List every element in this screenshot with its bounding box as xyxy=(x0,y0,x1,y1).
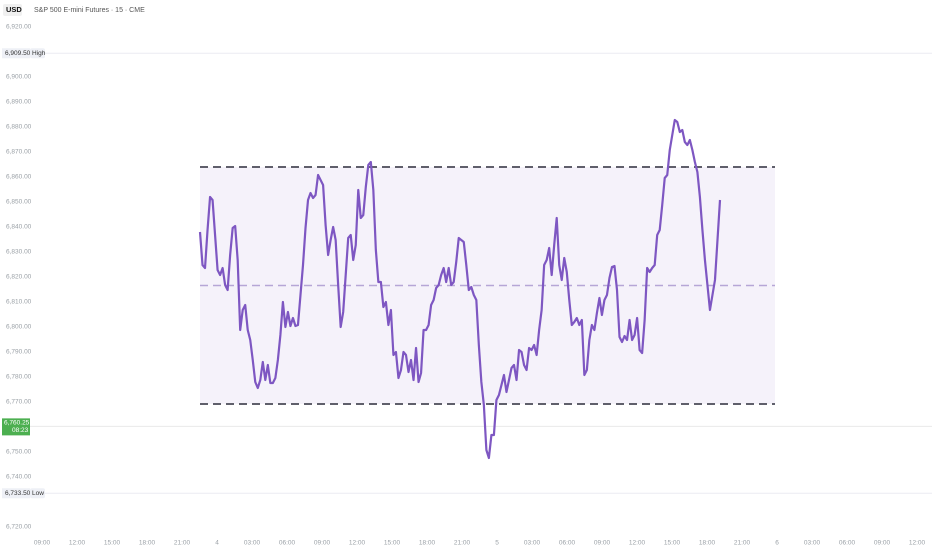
x-tick-label: 15:00 xyxy=(384,540,401,547)
high-tag: High xyxy=(32,50,46,57)
x-tick-label: 03:00 xyxy=(524,540,541,547)
y-tick-label: 6,840.00 xyxy=(6,224,32,231)
x-tick-label: 09:00 xyxy=(594,540,611,547)
x-tick-label: 5 xyxy=(495,540,499,547)
y-tick-label: 6,870.00 xyxy=(6,149,32,156)
y-tick-label: 6,790.00 xyxy=(6,349,32,356)
currency-badge[interactable] xyxy=(3,4,22,16)
y-tick-label: 6,770.00 xyxy=(6,399,32,406)
x-tick-label: 18:00 xyxy=(139,540,156,547)
y-tick-label: 6,920.00 xyxy=(6,24,32,31)
x-tick-label: 03:00 xyxy=(804,540,821,547)
high-price-box xyxy=(2,48,30,59)
x-tick-label: 09:00 xyxy=(34,540,51,547)
x-tick-label: 18:00 xyxy=(419,540,436,547)
x-tick-label: 06:00 xyxy=(839,540,856,547)
y-tick-label: 6,860.00 xyxy=(6,174,32,181)
x-tick-label: 12:00 xyxy=(629,540,646,547)
low-tag: Low xyxy=(32,490,44,497)
low-price-box xyxy=(2,488,30,499)
countdown: 08:23 xyxy=(12,427,29,434)
y-tick-label: 6,830.00 xyxy=(6,249,32,256)
y-tick-label: 6,720.00 xyxy=(6,524,32,531)
y-tick-label: 6,820.00 xyxy=(6,274,32,281)
x-tick-label: 15:00 xyxy=(664,540,681,547)
y-tick-label: 6,780.00 xyxy=(6,374,32,381)
low-tag-box xyxy=(30,488,45,499)
x-tick-label: 12:00 xyxy=(349,540,366,547)
y-tick-label: 6,890.00 xyxy=(6,99,32,106)
last-price: 6,760.25 xyxy=(4,420,30,427)
symbol-title: S&P 500 E-mini Futures · 15 · CME xyxy=(34,7,145,14)
low-price: 6,733.50 xyxy=(5,490,31,497)
y-tick-label: 6,900.00 xyxy=(6,74,32,81)
x-tick-label: 03:00 xyxy=(244,540,261,547)
y-tick-label: 6,850.00 xyxy=(6,199,32,206)
x-tick-label: 12:00 xyxy=(69,540,86,547)
x-tick-label: 21:00 xyxy=(174,540,191,547)
price-line xyxy=(198,118,722,460)
y-tick-label: 6,880.00 xyxy=(6,124,32,131)
x-tick-label: 6 xyxy=(775,540,779,547)
currency[interactable]: USD xyxy=(6,5,22,14)
last-price-box xyxy=(2,418,30,436)
x-tick-label: 4 xyxy=(215,540,219,547)
high-price: 6,909.50 xyxy=(5,50,31,57)
x-tick-label: 21:00 xyxy=(454,540,471,547)
x-tick-label: 06:00 xyxy=(559,540,576,547)
x-tick-label: 18:00 xyxy=(699,540,716,547)
y-tick-label: 6,750.00 xyxy=(6,449,32,456)
x-tick-label: 09:00 xyxy=(314,540,331,547)
high-tag-box xyxy=(30,48,45,59)
x-tick-label: 09:00 xyxy=(874,540,891,547)
y-tick-label: 6,740.00 xyxy=(6,474,32,481)
x-tick-label: 15:00 xyxy=(104,540,121,547)
y-tick-label: 6,810.00 xyxy=(6,299,32,306)
x-tick-label: 12:00 xyxy=(909,540,926,547)
y-tick-label: 6,800.00 xyxy=(6,324,32,331)
x-tick-label: 21:00 xyxy=(734,540,751,547)
x-tick-label: 06:00 xyxy=(279,540,296,547)
